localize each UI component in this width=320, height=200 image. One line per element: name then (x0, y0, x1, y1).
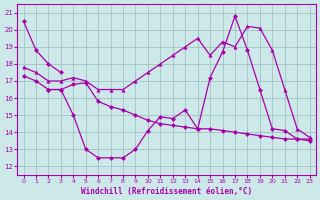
X-axis label: Windchill (Refroidissement éolien,°C): Windchill (Refroidissement éolien,°C) (81, 187, 252, 196)
